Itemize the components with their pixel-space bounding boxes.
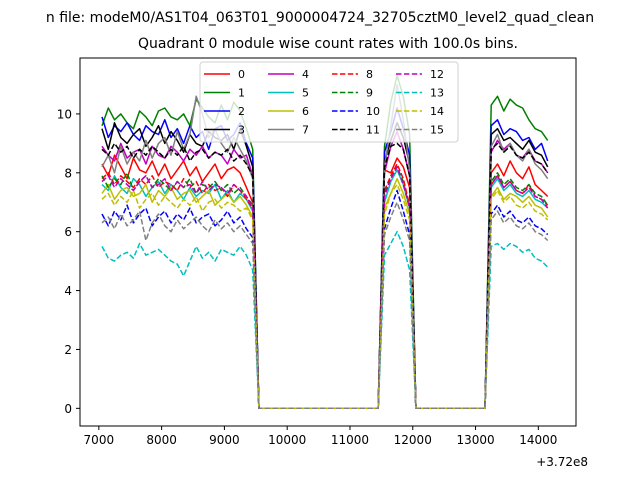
legend-label-10: 10	[366, 105, 380, 118]
legend-label-8: 8	[366, 68, 373, 81]
x-tick-label-11000: 11000	[331, 433, 369, 447]
legend-label-12: 12	[430, 68, 444, 81]
legend-label-5: 5	[302, 87, 309, 100]
legend-label-13: 13	[430, 87, 444, 100]
legend-label-4: 4	[302, 68, 309, 81]
x-axis: 7000 8000 9000 10000 11000 12000 13000 14000	[84, 426, 557, 447]
legend-label-7: 7	[302, 124, 309, 137]
chart-suptitle: n file: modeM0/AS1T04_063T01_9000004724_…	[46, 10, 594, 26]
legend-label-14: 14	[430, 105, 444, 118]
y-tick-label-2: 2	[64, 343, 72, 357]
chart-title: Quadrant 0 module wise count rates with …	[138, 36, 518, 52]
legend-label-0: 0	[238, 68, 245, 81]
legend-label-1: 1	[238, 87, 245, 100]
legend-label-6: 6	[302, 105, 309, 118]
y-tick-label-4: 4	[64, 284, 72, 298]
legend-label-9: 9	[366, 87, 373, 100]
x-tick-label-7000: 7000	[84, 433, 115, 447]
y-tick-label-0: 0	[64, 402, 72, 416]
series-line-15	[101, 201, 549, 410]
x-tick-label-9000: 9000	[209, 433, 240, 447]
legend-label-11: 11	[366, 124, 380, 137]
x-tick-label-13000: 13000	[456, 433, 494, 447]
legend-box	[199, 61, 459, 143]
legend-label-15: 15	[430, 124, 444, 137]
y-axis: 0 2 4 6 8 10	[57, 107, 80, 416]
y-tick-label-8: 8	[64, 166, 72, 180]
plot-frame	[79, 57, 577, 427]
x-tick-label-8000: 8000	[146, 433, 177, 447]
y-tick-label-10: 10	[57, 107, 72, 121]
series-layer	[101, 74, 549, 410]
x-tick-label-14000: 14000	[519, 433, 557, 447]
x-tick-label-12000: 12000	[394, 433, 432, 447]
legend-label-3: 3	[238, 124, 245, 137]
x-tick-label-10000: 10000	[268, 433, 306, 447]
x-offset-label: +3.72e8	[536, 455, 588, 469]
y-tick-label-6: 6	[64, 225, 72, 239]
legend-label-2: 2	[238, 105, 245, 118]
